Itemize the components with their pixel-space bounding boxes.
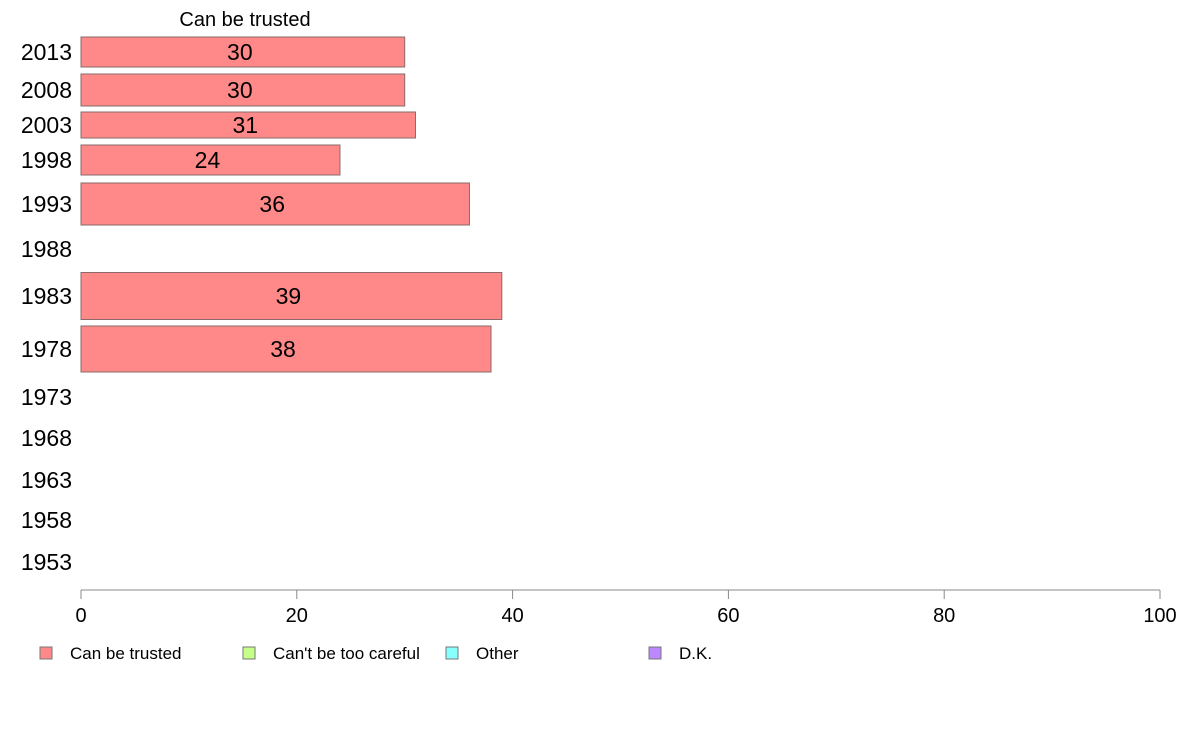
x-tick-label: 20 [286, 605, 308, 627]
year-label: 1963 [21, 467, 72, 493]
year-label: 2008 [21, 77, 72, 103]
bars-group: 30 30 31 24 36 39 38 [80, 36, 503, 373]
year-label: 1968 [21, 425, 72, 451]
legend-swatch [39, 646, 53, 660]
x-tick-label: 40 [501, 605, 523, 627]
bar-value-label: 31 [232, 112, 258, 138]
bar-can-be-trusted [80, 272, 503, 320]
legend: Can be trusted Can't be too careful Other D… [39, 644, 712, 663]
year-label: 1973 [21, 384, 72, 410]
bar-value-label: 30 [227, 77, 253, 103]
year-label: 1958 [21, 507, 72, 533]
x-tick-label: 80 [933, 605, 955, 627]
bar-can-be-trusted [80, 182, 470, 226]
year-label: 1993 [21, 191, 72, 217]
x-tick-label: 60 [717, 605, 739, 627]
year-label: 2003 [21, 112, 72, 138]
bar-value-label: 36 [259, 191, 285, 217]
year-labels: 2013 2008 2003 1998 1993 1988 1983 1978 1973 1968… [21, 39, 72, 575]
legend-swatch [242, 646, 256, 660]
year-label: 1978 [21, 336, 72, 362]
chart-title: Can be trusted [179, 9, 310, 31]
year-label: 1953 [21, 549, 72, 575]
legend-swatch [648, 646, 662, 660]
bar-can-be-trusted [80, 36, 406, 68]
legend-label: Can be trusted [70, 644, 182, 663]
bar-value-label: 38 [270, 336, 296, 362]
year-label: 2013 [21, 39, 72, 65]
x-axis: 0 20 40 60 80 100 [75, 589, 1177, 627]
bar-value-label: 39 [276, 283, 302, 309]
year-label: 1983 [21, 283, 72, 309]
bar-can-be-trusted [80, 111, 416, 139]
legend-swatch [445, 646, 459, 660]
x-tick-label: 0 [75, 605, 86, 627]
bar-value-label: 30 [227, 39, 253, 65]
bar-value-label: 24 [195, 147, 221, 173]
bar-can-be-trusted [80, 73, 406, 107]
bar-can-be-trusted [80, 144, 341, 176]
legend-label: Other [476, 644, 519, 663]
year-label: 1988 [21, 236, 72, 262]
legend-label: D.K. [679, 644, 712, 663]
x-tick-label: 100 [1143, 605, 1176, 627]
year-label: 1998 [21, 147, 72, 173]
bar-can-be-trusted [80, 325, 492, 373]
legend-label: Can't be too careful [273, 644, 420, 663]
